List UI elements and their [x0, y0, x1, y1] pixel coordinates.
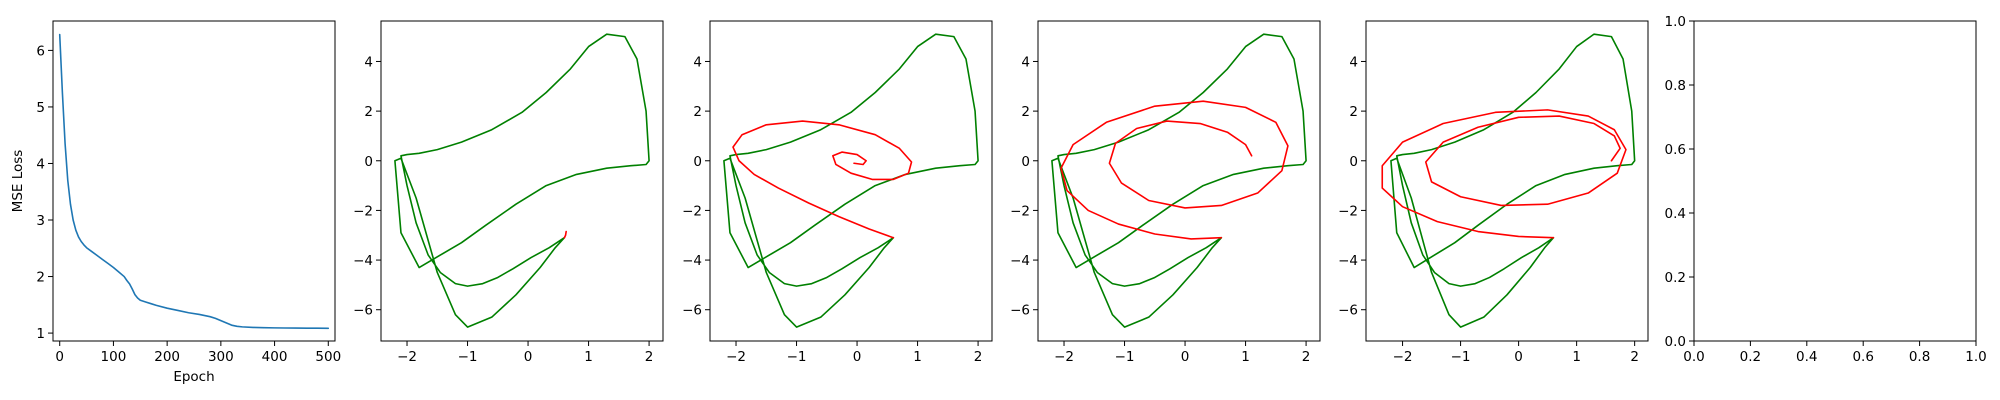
- x-tick-label: −2: [1393, 349, 1413, 365]
- y-tick-label: −2: [682, 203, 702, 219]
- y-tick-label: 0.6: [1665, 142, 1686, 158]
- y-tick-label: −6: [1338, 303, 1358, 319]
- y-tick-label: 1.0: [1665, 14, 1686, 30]
- y-tick-label: 0: [364, 154, 373, 170]
- series-line-2-2: [563, 230, 567, 239]
- x-tick-label: 1: [584, 349, 593, 365]
- y-axis-label: MSE Loss: [10, 150, 26, 213]
- axes-frame-4: [1037, 20, 1321, 342]
- y-tick-label: 2: [693, 104, 702, 120]
- y-tick-label: 3: [36, 213, 45, 229]
- x-axis-label: Epoch: [173, 369, 214, 385]
- series-line-4-1: [1051, 33, 1307, 328]
- y-tick-label: 2: [364, 104, 373, 120]
- axes-frame-2: [380, 20, 664, 342]
- subplot-3: −2 −1 0 1 2 −6 −4 −2 0 2 4: [682, 20, 993, 365]
- y-tick-label: 4: [1349, 54, 1358, 70]
- series-line-3-1: [723, 33, 979, 328]
- x-tick-label: 0: [853, 349, 862, 365]
- x-tick-label: −1: [1451, 349, 1471, 365]
- y-tick-label: 0.0: [1665, 334, 1686, 350]
- y-tick-label: 0: [1021, 154, 1030, 170]
- y-tick-label: 4: [693, 54, 702, 70]
- x-tick-label: 2: [645, 349, 654, 365]
- y-tick-label: −4: [1338, 253, 1358, 269]
- x-tick-label: 400: [262, 349, 288, 365]
- y-tick-label: 2: [36, 270, 45, 286]
- x-tick-label: 500: [315, 349, 341, 365]
- axes-frame-3: [709, 20, 993, 342]
- y-tick-label: 1: [36, 326, 45, 342]
- y-tick-label: −2: [1338, 203, 1358, 219]
- y-tick-label: 6: [36, 43, 45, 59]
- axes-frame-6: [1693, 20, 1977, 342]
- y-tick-label: 2: [1349, 104, 1358, 120]
- x-tick-label: 0: [1181, 349, 1190, 365]
- x-tick-label: −1: [787, 349, 807, 365]
- x-tick-label: 0.2: [1740, 349, 1761, 365]
- x-tick-label: 200: [154, 349, 180, 365]
- y-tick-label: −4: [353, 253, 373, 269]
- x-tick-label: 100: [101, 349, 127, 365]
- x-tick-label: −2: [397, 349, 417, 365]
- x-tick-label: −2: [726, 349, 746, 365]
- y-tick-label: 0.4: [1665, 206, 1686, 222]
- x-tick-label: 0: [1514, 349, 1523, 365]
- x-tick-label: −1: [458, 349, 478, 365]
- y-tick-label: 4: [364, 54, 373, 70]
- x-tick-label: 0.0: [1683, 349, 1704, 365]
- x-tick-label: 0.6: [1852, 349, 1873, 365]
- y-tick-label: −2: [353, 203, 373, 219]
- y-tick-label: −4: [1010, 253, 1030, 269]
- x-tick-label: 0: [55, 349, 64, 365]
- subplot-1: 0 100 200 300 400 500 1 2 3 4 5 6 Epoch MSE Loss: [10, 20, 341, 385]
- y-tick-label: 0.2: [1665, 270, 1686, 286]
- x-tick-label: 0.8: [1909, 349, 1930, 365]
- series-line-1-1: [58, 33, 330, 330]
- subplot-4: −2 −1 0 1 2 −6 −4 −2 0 2 4: [1010, 20, 1321, 365]
- series-line-4-2: [1060, 100, 1289, 240]
- x-tick-label: −1: [1115, 349, 1135, 365]
- y-tick-label: 4: [36, 156, 45, 172]
- x-tick-label: 1: [1241, 349, 1250, 365]
- x-tick-label: −2: [1054, 349, 1074, 365]
- x-tick-label: 300: [208, 349, 234, 365]
- x-tick-label: 2: [1630, 349, 1639, 365]
- y-tick-label: −6: [353, 303, 373, 319]
- y-tick-label: 5: [36, 100, 45, 116]
- subplot-6: 0.0 0.2 0.4 0.6 0.8 1.0 0.0 0.2 0.4 0.6 0.8 1.0: [1665, 14, 1987, 365]
- subplot-2: −2 −1 0 1 2 −6 −4 −2 0 2 4: [353, 20, 664, 365]
- x-tick-label: 1.0: [1965, 349, 1986, 365]
- y-tick-label: −6: [1010, 303, 1030, 319]
- y-tick-label: 2: [1021, 104, 1030, 120]
- x-tick-label: 1: [913, 349, 922, 365]
- x-tick-label: 2: [1302, 349, 1311, 365]
- x-tick-label: 2: [974, 349, 983, 365]
- y-tick-label: −6: [682, 303, 702, 319]
- series-line-2-1: [394, 33, 650, 328]
- subplot-5: −2 −1 0 1 2 −6 −4 −2 0 2 4: [1338, 20, 1649, 365]
- series-line-3-2: [732, 120, 913, 239]
- series-line-5-2: [1381, 109, 1627, 239]
- y-tick-label: 0: [1349, 154, 1358, 170]
- x-tick-label: 0.4: [1796, 349, 1817, 365]
- x-tick-label: 1: [1572, 349, 1581, 365]
- y-tick-label: −2: [1010, 203, 1030, 219]
- y-tick-label: 4: [1021, 54, 1030, 70]
- y-tick-label: 0.8: [1665, 78, 1686, 94]
- y-tick-label: −4: [682, 253, 702, 269]
- series-line-5-1: [1390, 33, 1636, 328]
- axes-frame-1: [52, 20, 336, 342]
- y-tick-label: 0: [693, 154, 702, 170]
- x-tick-label: 0: [524, 349, 533, 365]
- axes-frame-5: [1365, 20, 1649, 342]
